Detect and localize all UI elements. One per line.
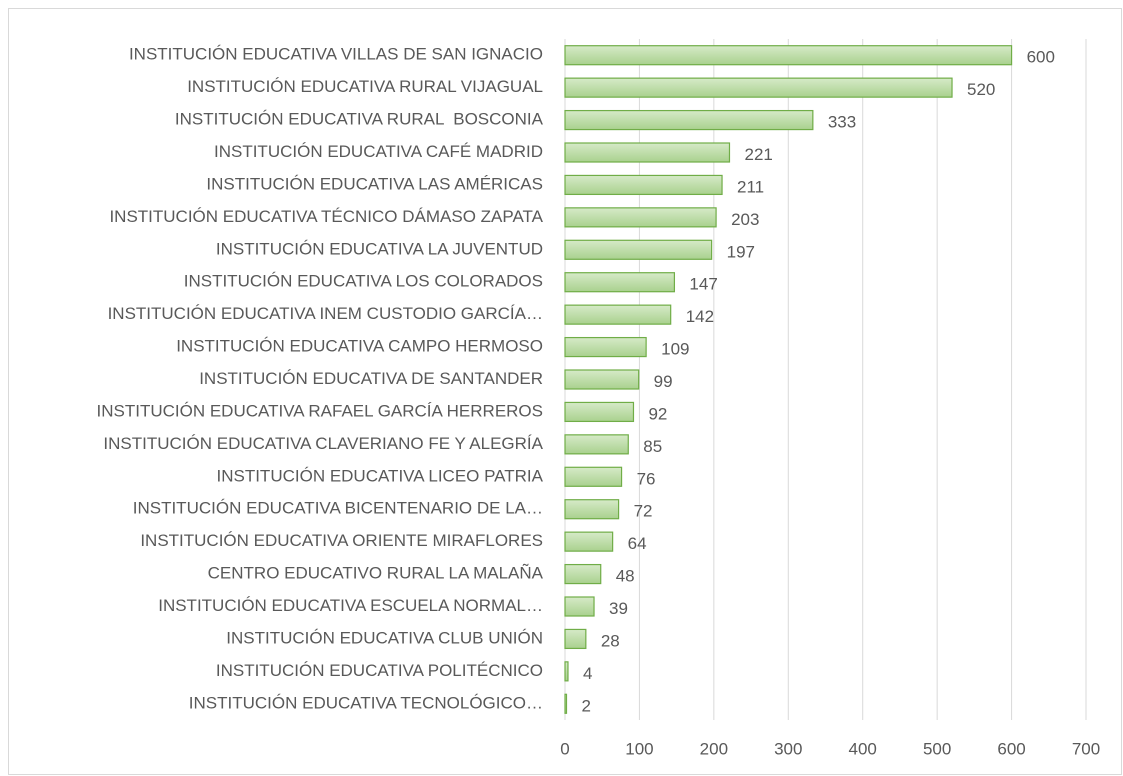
value-label: 109 (661, 340, 689, 359)
x-tick-label: 200 (700, 739, 728, 758)
y-tick-label: INSTITUCIÓN EDUCATIVA LA JUVENTUD (216, 239, 543, 258)
y-tick-label: INSTITUCIÓN EDUCATIVA RAFAEL GARCÍA HERR… (97, 401, 543, 420)
bar (564, 336, 647, 358)
bar (564, 174, 723, 196)
bar (564, 596, 595, 617)
bar (564, 304, 672, 325)
y-tick-label: INSTITUCIÓN EDUCATIVA CLUB UNIÓN (226, 628, 543, 647)
value-label: 99 (654, 372, 673, 391)
x-tick-label: 400 (849, 739, 877, 758)
x-tick-label: 300 (774, 739, 802, 758)
y-tick-label: INSTITUCIÓN EDUCATIVA RURAL BOSCONIA (175, 110, 544, 129)
value-label: 76 (637, 469, 656, 488)
value-label: 85 (643, 437, 662, 456)
y-tick-label: INSTITUCIÓN EDUCATIVA DE SANTANDER (199, 369, 543, 388)
y-tick-label: CENTRO EDUCATIVO RURAL LA MALAÑA (208, 564, 544, 583)
y-tick-label: INSTITUCIÓN EDUCATIVA POLITÉCNICO (216, 661, 543, 680)
bar (564, 109, 814, 131)
x-tick-label: 0 (560, 739, 569, 758)
y-tick-label: INSTITUCIÓN EDUCATIVA VILLAS DE SAN IGNA… (129, 45, 543, 64)
value-label: 197 (727, 242, 755, 261)
bar (564, 239, 713, 260)
x-tick-label: 500 (923, 739, 951, 758)
bar (564, 77, 953, 98)
value-label: 221 (744, 145, 772, 164)
value-label: 48 (616, 567, 635, 586)
value-label: 147 (689, 275, 717, 294)
y-tick-label: INSTITUCIÓN EDUCATIVA INEM CUSTODIO GARC… (108, 304, 543, 323)
bar (564, 466, 623, 487)
value-label: 600 (1027, 48, 1055, 67)
y-tick-label: INSTITUCIÓN EDUCATIVA CLAVERIANO FE Y AL… (103, 434, 543, 453)
y-tick-label: INSTITUCIÓN EDUCATIVA TECNOLÓGICO… (189, 693, 543, 712)
y-tick-label: INSTITUCIÓN EDUCATIVA LOS COLORADOS (184, 272, 543, 291)
y-tick-label: INSTITUCIÓN EDUCATIVA LAS AMÉRICAS (206, 174, 543, 193)
y-tick-label: INSTITUCIÓN EDUCATIVA CAFÉ MADRID (214, 142, 543, 161)
bar (564, 531, 614, 552)
y-tick-label: INSTITUCIÓN EDUCATIVA RURAL VIJAGUAL (187, 77, 543, 96)
value-label: 2 (581, 696, 590, 715)
bar (564, 628, 587, 650)
bar (564, 401, 635, 423)
y-tick-label: INSTITUCIÓN EDUCATIVA TÉCNICO DÁMASO ZAP… (109, 207, 543, 226)
value-label: 333 (828, 113, 856, 132)
value-label: 64 (628, 534, 647, 553)
value-label: 39 (609, 599, 628, 618)
x-tick-label: 100 (625, 739, 653, 758)
value-label: 142 (686, 307, 714, 326)
bar (564, 207, 717, 228)
bar (564, 45, 1013, 66)
bar (564, 693, 568, 714)
value-label: 72 (634, 502, 653, 521)
x-tick-label: 700 (1072, 739, 1100, 758)
bar (564, 272, 676, 293)
y-tick-label: INSTITUCIÓN EDUCATIVA BICENTENARIO DE LA… (133, 499, 543, 518)
y-tick-label: INSTITUCIÓN EDUCATIVA ESCUELA NORMAL… (158, 596, 543, 615)
chart-border (8, 8, 1122, 775)
y-tick-label: INSTITUCIÓN EDUCATIVA ORIENTE MIRAFLORES (140, 531, 543, 550)
y-tick-label: INSTITUCIÓN EDUCATIVA CAMPO HERMOSO (176, 337, 543, 356)
bar (564, 369, 640, 390)
bar (564, 142, 731, 163)
value-label: 92 (648, 404, 667, 423)
value-label: 211 (737, 177, 764, 196)
value-label: 4 (583, 664, 592, 683)
bar (564, 563, 602, 585)
x-tick-label: 600 (997, 739, 1025, 758)
value-label: 520 (967, 80, 995, 99)
y-tick-label: INSTITUCIÓN EDUCATIVA LICEO PATRIA (216, 466, 543, 485)
bar (564, 661, 569, 682)
value-label: 28 (601, 631, 620, 650)
bar (564, 434, 629, 455)
bar (564, 499, 620, 520)
value-label: 203 (731, 210, 759, 229)
